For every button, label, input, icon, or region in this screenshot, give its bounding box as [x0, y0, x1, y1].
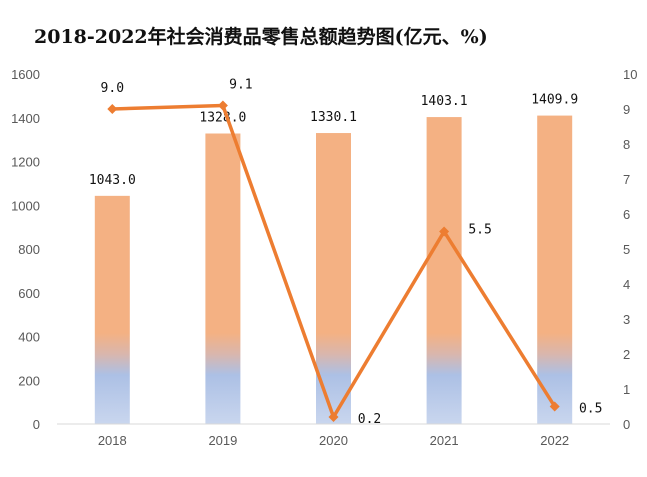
- right-axis-tick: 3: [623, 312, 630, 327]
- right-axis-tick: 1: [623, 382, 630, 397]
- line-marker: [217, 100, 228, 111]
- line-data-label: 9.1: [229, 78, 252, 93]
- left-axis-tick: 0: [33, 417, 40, 432]
- bar-data-label: 1328.0: [199, 111, 246, 126]
- right-axis-tick: 10: [623, 67, 637, 82]
- right-axis-tick: 0: [623, 417, 630, 432]
- left-axis-tick: 1000: [11, 198, 40, 213]
- left-axis-tick: 400: [18, 330, 40, 345]
- right-axis-tick: 5: [623, 242, 630, 257]
- right-axis-tick: 2: [623, 347, 630, 362]
- line-data-label: 0.2: [358, 412, 381, 427]
- left-axis-tick: 1400: [11, 111, 40, 126]
- right-axis-tick: 6: [623, 207, 630, 222]
- left-axis-tick: 200: [18, 373, 40, 388]
- left-axis-tick: 800: [18, 242, 40, 257]
- line-marker: [439, 226, 450, 237]
- bar: [205, 133, 241, 424]
- right-axis-tick: 4: [623, 277, 630, 292]
- line-marker: [328, 412, 339, 422]
- bar-data-label: 1409.9: [531, 93, 578, 108]
- line-data-label: 9.0: [101, 81, 124, 96]
- x-axis-tick: 2022: [540, 433, 569, 448]
- bar: [316, 133, 351, 424]
- left-axis-tick: 1200: [11, 155, 40, 170]
- left-axis-tick: 1600: [11, 67, 40, 82]
- bar-data-label: 1043.0: [89, 173, 136, 188]
- left-axis-tick: 600: [18, 286, 40, 301]
- line-marker: [549, 401, 560, 412]
- bar: [94, 195, 130, 424]
- right-axis-tick: 9: [623, 102, 630, 117]
- x-axis-tick: 2020: [319, 433, 348, 448]
- line-marker: [107, 104, 118, 114]
- chart-title: 2018-2022年社会消费品零售总额趋势图(亿元、%): [34, 26, 488, 48]
- bar-data-label: 1403.1: [421, 94, 468, 109]
- x-axis-tick: 2018: [98, 433, 127, 448]
- bar: [537, 115, 573, 424]
- x-axis-tick: 2019: [208, 433, 237, 448]
- right-axis-tick: 8: [623, 137, 630, 152]
- line-data-label: 0.5: [579, 402, 602, 417]
- bar-data-label: 1330.1: [310, 110, 357, 125]
- x-axis-tick: 2021: [430, 433, 459, 448]
- line-data-label: 5.5: [468, 223, 491, 238]
- bar: [426, 117, 462, 425]
- right-axis-tick: 7: [623, 172, 630, 187]
